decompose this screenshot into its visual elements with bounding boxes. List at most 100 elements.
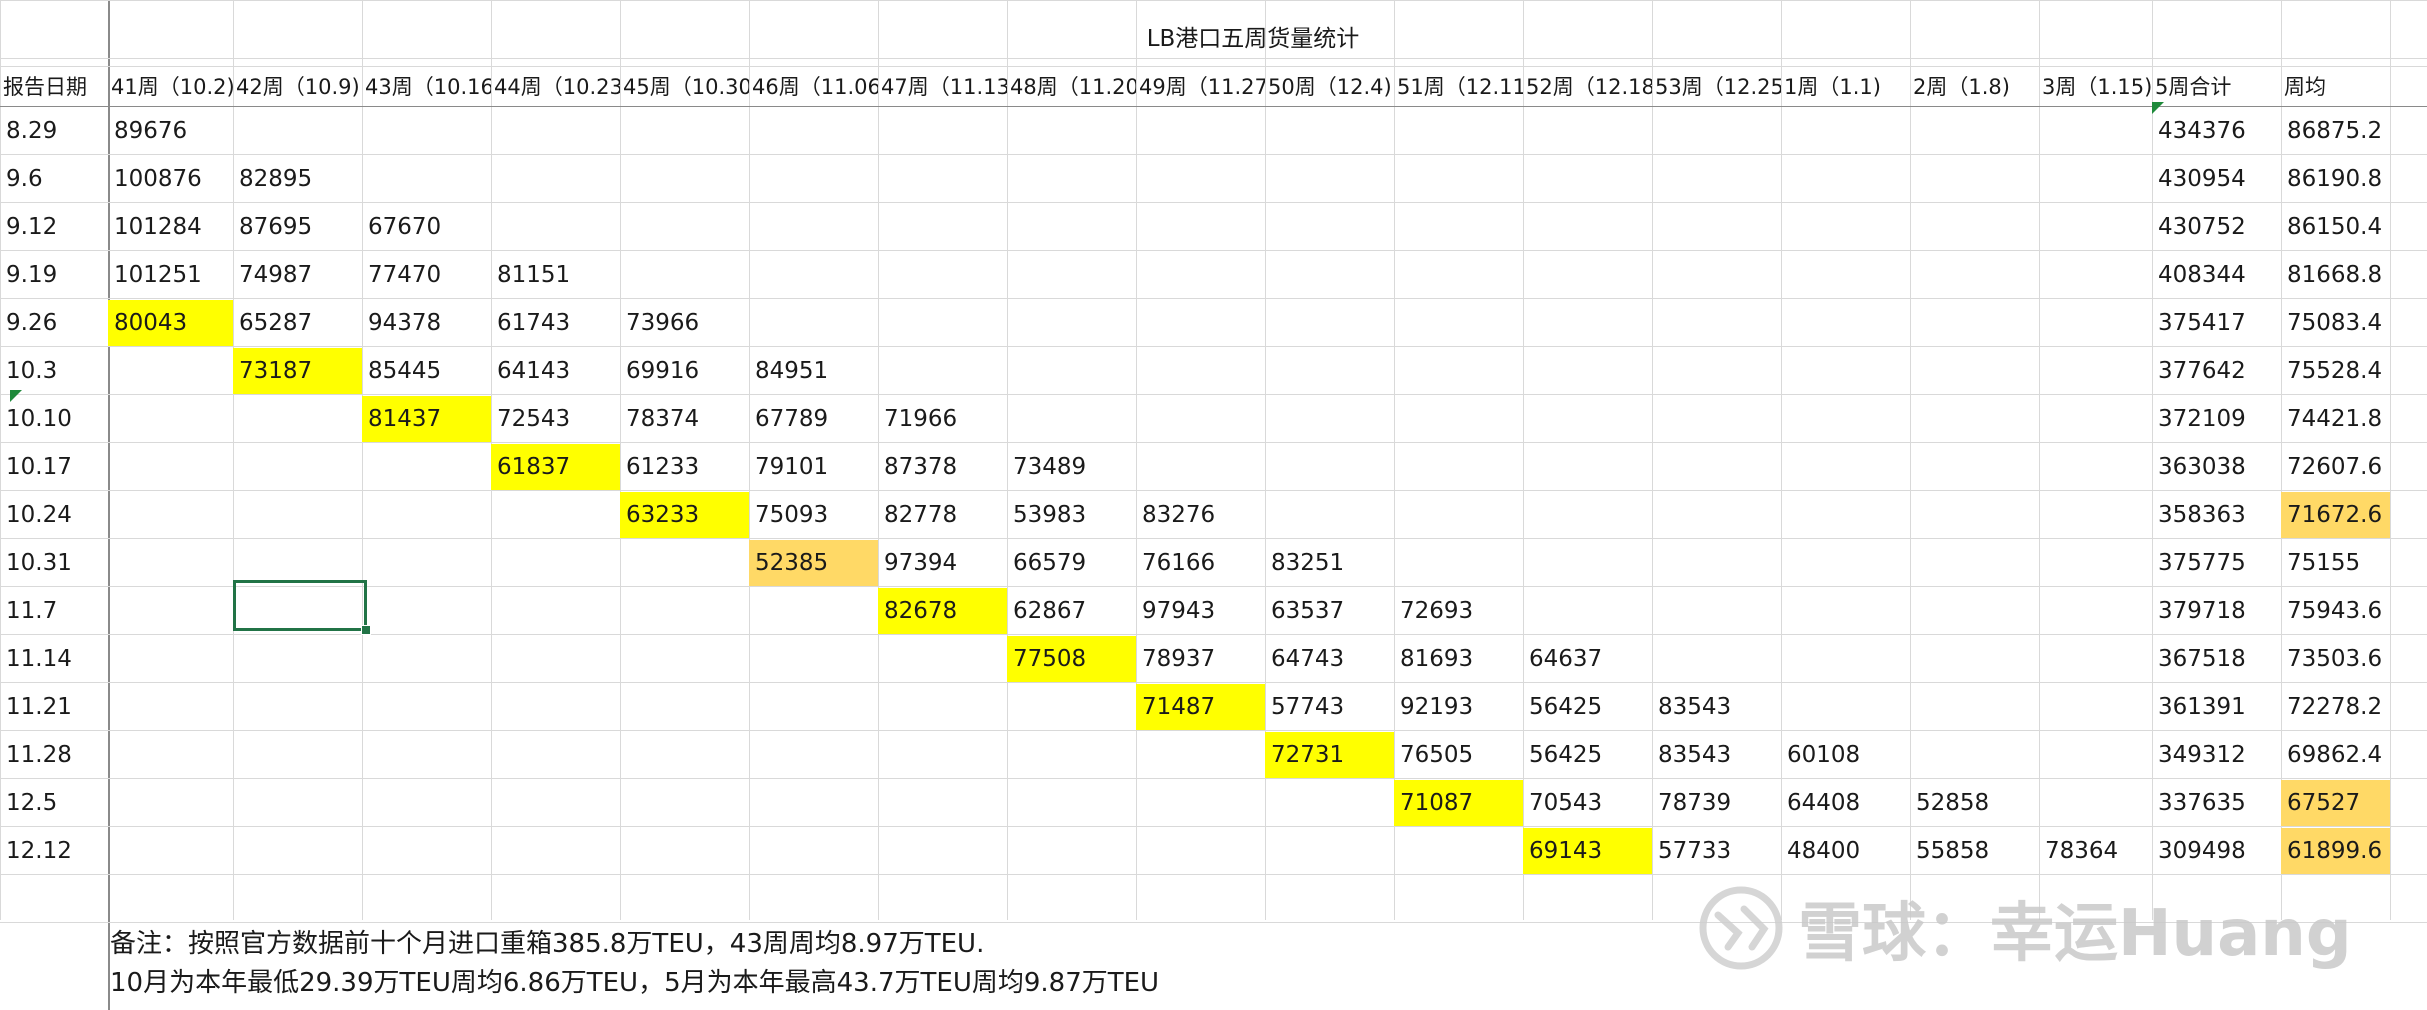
row-date-cell[interactable]: 10.17	[6, 454, 72, 480]
week-value-cell[interactable]: 72693	[1400, 598, 1474, 624]
weekly-average-cell[interactable]: 72607.6	[2287, 454, 2383, 480]
weekly-average-cell[interactable]: 75943.6	[2287, 598, 2383, 624]
weekly-average-cell[interactable]: 73503.6	[2287, 646, 2383, 672]
header-week[interactable]: 44周（10.23)	[494, 75, 620, 99]
week-value-cell[interactable]: 79101	[755, 454, 829, 480]
five-week-sum-cell[interactable]: 375417	[2158, 310, 2246, 336]
weekly-average-cell[interactable]: 75528.4	[2287, 358, 2383, 384]
header-week[interactable]: 46周（11.06)	[752, 75, 878, 99]
five-week-sum-cell[interactable]: 349312	[2158, 742, 2246, 768]
week-value-cell[interactable]: 73966	[626, 310, 700, 336]
week-value-cell[interactable]: 101251	[114, 262, 202, 288]
five-week-sum-cell[interactable]: 377642	[2158, 358, 2246, 384]
week-value-cell[interactable]: 53983	[1013, 502, 1087, 528]
header-week[interactable]: 53周（12.25)	[1655, 75, 1781, 99]
weekly-average-cell[interactable]: 81668.8	[2287, 262, 2383, 288]
week-value-cell[interactable]: 64408	[1787, 790, 1861, 816]
header-date[interactable]: 报告日期	[3, 75, 87, 99]
week-value-cell[interactable]: 65287	[239, 310, 313, 336]
week-value-cell[interactable]: 83251	[1271, 550, 1345, 576]
row-date-cell[interactable]: 9.12	[6, 214, 58, 240]
week-value-cell[interactable]: 72543	[497, 406, 571, 432]
header-week[interactable]: 周均	[2284, 75, 2326, 99]
week-value-cell[interactable]: 60108	[1787, 742, 1861, 768]
week-value-cell[interactable]: 97943	[1142, 598, 1216, 624]
header-week[interactable]: 43周（10.16)	[365, 75, 491, 99]
five-week-sum-cell[interactable]: 367518	[2158, 646, 2246, 672]
week-value-cell[interactable]: 69916	[626, 358, 700, 384]
week-value-cell[interactable]: 61233	[626, 454, 700, 480]
weekly-average-cell[interactable]: 72278.2	[2287, 694, 2383, 720]
five-week-sum-cell[interactable]: 372109	[2158, 406, 2246, 432]
five-week-sum-cell[interactable]: 358363	[2158, 502, 2246, 528]
five-week-sum-cell[interactable]: 375775	[2158, 550, 2246, 576]
week-value-cell[interactable]: 77508	[1007, 636, 1136, 682]
week-value-cell[interactable]: 55858	[1916, 838, 1990, 864]
week-value-cell[interactable]: 74987	[239, 262, 313, 288]
header-week[interactable]: 47周（11.13)	[881, 75, 1007, 99]
five-week-sum-cell[interactable]: 361391	[2158, 694, 2246, 720]
row-date-cell[interactable]: 9.19	[6, 262, 58, 288]
week-value-cell[interactable]: 67789	[755, 406, 829, 432]
week-value-cell[interactable]: 61837	[491, 444, 620, 490]
week-value-cell[interactable]: 52858	[1916, 790, 1990, 816]
five-week-sum-cell[interactable]: 430954	[2158, 166, 2246, 192]
week-value-cell[interactable]: 81693	[1400, 646, 1474, 672]
five-week-sum-cell[interactable]: 434376	[2158, 118, 2246, 144]
week-value-cell[interactable]: 78937	[1142, 646, 1216, 672]
weekly-average-cell[interactable]: 86875.2	[2287, 118, 2383, 144]
weekly-average-cell[interactable]: 74421.8	[2287, 406, 2383, 432]
week-value-cell[interactable]: 82895	[239, 166, 313, 192]
week-value-cell[interactable]: 101284	[114, 214, 202, 240]
week-value-cell[interactable]: 73187	[233, 348, 362, 394]
week-value-cell[interactable]: 52385	[749, 540, 878, 586]
header-week[interactable]: 41周（10.2)	[111, 75, 233, 99]
week-value-cell[interactable]: 80043	[108, 300, 233, 346]
five-week-sum-cell[interactable]: 309498	[2158, 838, 2246, 864]
weekly-average-cell[interactable]: 75155	[2287, 550, 2361, 576]
header-week[interactable]: 50周（12.4)	[1268, 75, 1392, 99]
week-value-cell[interactable]: 92193	[1400, 694, 1474, 720]
week-value-cell[interactable]: 62867	[1013, 598, 1087, 624]
weekly-average-cell[interactable]: 61899.6	[2281, 828, 2390, 874]
week-value-cell[interactable]: 89676	[114, 118, 188, 144]
weekly-average-cell[interactable]: 71672.6	[2281, 492, 2390, 538]
row-date-cell[interactable]: 8.29	[6, 118, 58, 144]
week-value-cell[interactable]: 64637	[1529, 646, 1603, 672]
week-value-cell[interactable]: 56425	[1529, 742, 1603, 768]
row-date-cell[interactable]: 10.10	[6, 406, 72, 432]
week-value-cell[interactable]: 83543	[1658, 694, 1732, 720]
header-week[interactable]: 51周（12.11)	[1397, 75, 1523, 99]
week-value-cell[interactable]: 77470	[368, 262, 442, 288]
week-value-cell[interactable]: 61743	[497, 310, 571, 336]
week-value-cell[interactable]: 69143	[1523, 828, 1652, 874]
week-value-cell[interactable]: 78374	[626, 406, 700, 432]
row-date-cell[interactable]: 10.31	[6, 550, 72, 576]
week-value-cell[interactable]: 83543	[1658, 742, 1732, 768]
week-value-cell[interactable]: 84951	[755, 358, 829, 384]
weekly-average-cell[interactable]: 86150.4	[2287, 214, 2383, 240]
week-value-cell[interactable]: 66579	[1013, 550, 1087, 576]
week-value-cell[interactable]: 76166	[1142, 550, 1216, 576]
week-value-cell[interactable]: 48400	[1787, 838, 1861, 864]
week-value-cell[interactable]: 85445	[368, 358, 442, 384]
five-week-sum-cell[interactable]: 408344	[2158, 262, 2246, 288]
week-value-cell[interactable]: 75093	[755, 502, 829, 528]
week-value-cell[interactable]: 94378	[368, 310, 442, 336]
week-value-cell[interactable]: 78364	[2045, 838, 2119, 864]
week-value-cell[interactable]: 71966	[884, 406, 958, 432]
header-week[interactable]: 5周合计	[2155, 75, 2232, 99]
week-value-cell[interactable]: 97394	[884, 550, 958, 576]
row-date-cell[interactable]: 9.26	[6, 310, 58, 336]
five-week-sum-cell[interactable]: 430752	[2158, 214, 2246, 240]
week-value-cell[interactable]: 82778	[884, 502, 958, 528]
week-value-cell[interactable]: 82678	[878, 588, 1007, 634]
row-date-cell[interactable]: 10.24	[6, 502, 72, 528]
week-value-cell[interactable]: 76505	[1400, 742, 1474, 768]
sheet-title[interactable]: LB港口五周货量统计	[1146, 26, 1360, 52]
weekly-average-cell[interactable]: 67527	[2281, 780, 2390, 826]
week-value-cell[interactable]: 63233	[620, 492, 749, 538]
week-value-cell[interactable]: 64743	[1271, 646, 1345, 672]
weekly-average-cell[interactable]: 69862.4	[2287, 742, 2383, 768]
